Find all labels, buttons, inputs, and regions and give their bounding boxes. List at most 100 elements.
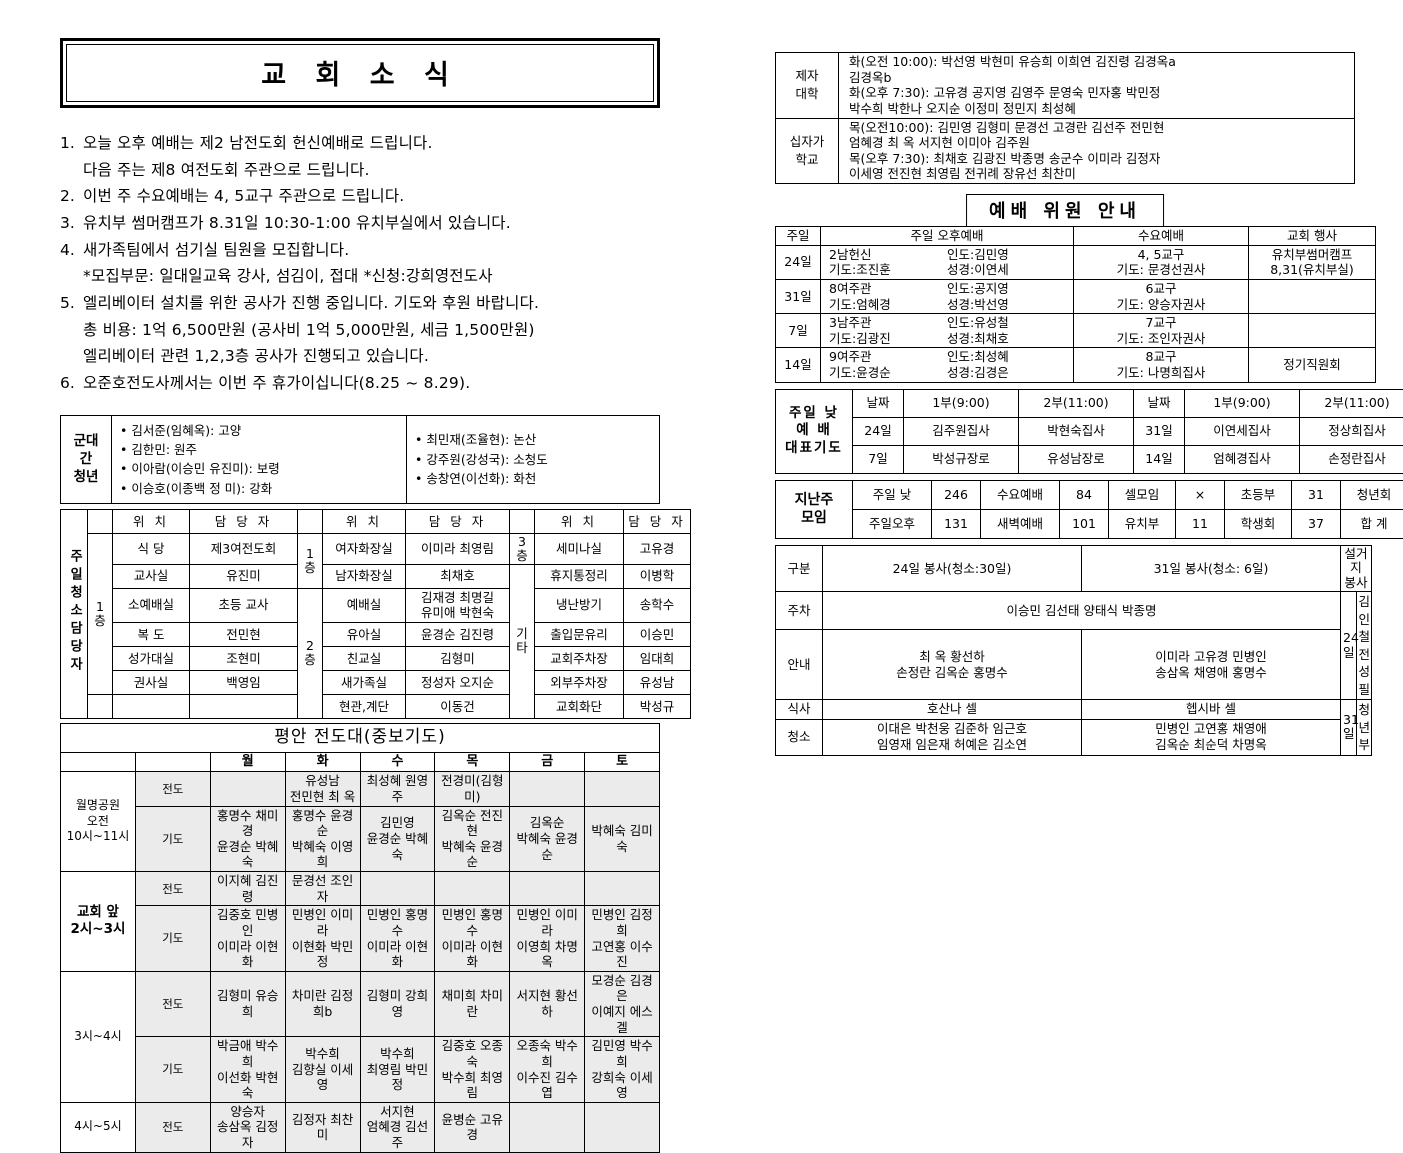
evangelism-cell xyxy=(510,872,585,906)
evangelism-cell: 문경선 조인자 xyxy=(285,872,360,906)
evangelism-cell: 김형미 유승희 xyxy=(210,971,285,1037)
rep-prayer-cell: 24일 xyxy=(853,417,904,445)
notice-text: 오늘 오후 예배는 제2 남전도회 헌신예배로 드립니다. xyxy=(83,130,660,157)
day-header: 금 xyxy=(510,753,585,772)
notice-text: 엘리베이터 설치를 위한 공사가 진행 중입니다. 기도와 후원 바랍니다. xyxy=(83,290,660,317)
cleaning-person: 이병학 xyxy=(624,564,691,588)
col-header: 1부(9:00) xyxy=(1185,389,1300,417)
col-header-person: 담 당 자 xyxy=(190,510,298,534)
cleaning-location: 권사실 xyxy=(113,670,190,694)
rep-prayer-cell: 7일 xyxy=(853,445,904,473)
service-category: 안내 xyxy=(776,630,823,700)
military-left-names: • 김서준(임혜옥): 고양• 김한민: 원주• 이아람(이승민 유진미): 보… xyxy=(112,415,407,504)
sunday-group: 9여주관 xyxy=(829,349,947,365)
cleaning-person: 제3여전도회 xyxy=(190,534,298,565)
evangelism-cell xyxy=(585,1102,660,1152)
cleaning-location: 친교실 xyxy=(323,646,406,670)
cleaning-person: 조현미 xyxy=(190,646,298,670)
committee-title: 예배 위원 안내 xyxy=(966,194,1164,227)
day-header: 토 xyxy=(585,753,660,772)
blank-cell xyxy=(61,753,136,772)
cleaning-location: 교회주차장 xyxy=(535,646,624,670)
committee-date: 14일 xyxy=(776,348,821,382)
col-header: 2부(11:00) xyxy=(1019,389,1134,417)
col-header: 날짜 xyxy=(853,389,904,417)
col-header-location: 위 치 xyxy=(113,510,190,534)
rep-prayer-cell: 이연세집사 xyxy=(1185,417,1300,445)
military-right-names: • 최민재(조율현): 논산• 강주원(강성국): 소청도• 송창연(이선화):… xyxy=(407,415,660,504)
committee-date: 31일 xyxy=(776,279,821,313)
notice-text: 새가족팀에서 섬기실 팀원을 모집합니다. xyxy=(83,237,660,264)
cleaning-person: 이승민 xyxy=(624,622,691,646)
dishwashing-names: 청년부 xyxy=(1356,700,1372,756)
col-header-location: 위 치 xyxy=(323,510,406,534)
blank-cell xyxy=(510,510,535,534)
cleaning-location: 남자화장실 xyxy=(323,564,406,588)
rep-prayer-cell: 31일 xyxy=(1134,417,1185,445)
cleaning-location: 세미나실 xyxy=(535,534,624,565)
stat-value: × xyxy=(1176,480,1225,509)
sunday-group: 2남헌신 xyxy=(829,247,947,263)
cleaning-person: 송학수 xyxy=(624,588,691,622)
stat-label: 유치부 xyxy=(1109,509,1176,538)
evangelism-kind: 기도 xyxy=(135,806,210,872)
service-category: 식사 xyxy=(776,700,823,720)
sunday-leader: 인도:공지영 xyxy=(947,281,1065,297)
col-header-date: 주일 xyxy=(776,227,821,246)
rep-prayer-cell: 엄혜경집사 xyxy=(1185,445,1300,473)
evangelism-cell: 최성혜 원영주 xyxy=(360,772,435,806)
cleaning-person: 유진미 xyxy=(190,564,298,588)
evangelism-cell: 전경미(김형미) xyxy=(435,772,510,806)
cleaning-person: 고유경 xyxy=(624,534,691,565)
col-header-week2: 31일 봉사(청소: 6일) xyxy=(1082,545,1341,591)
evangelism-kind: 전도 xyxy=(135,1102,210,1152)
committee-event xyxy=(1249,314,1376,348)
col-header-event: 교회 행사 xyxy=(1249,227,1376,246)
cleaning-location: 휴지통정리 xyxy=(535,564,624,588)
sunday-group: 8여주관 xyxy=(829,281,947,297)
cleaning-person: 김형미 xyxy=(406,646,510,670)
stat-label: 주일 낮 xyxy=(853,480,932,509)
list-item: 4.새가족팀에서 섬기실 팀원을 모집합니다. xyxy=(60,237,660,264)
cleaning-location: 새가족실 xyxy=(323,670,406,694)
stat-label: 주일오후 xyxy=(853,509,932,538)
notice-number: 3. xyxy=(60,210,83,237)
notice-text: 이번 주 수요예배는 4, 5교구 주관으로 드립니다. xyxy=(83,183,660,210)
rep-prayer-cell: 정상희집사 xyxy=(1300,417,1403,445)
list-item: 1.오늘 오후 예배는 제2 남전도회 헌신예배로 드립니다. xyxy=(60,130,660,157)
bulletin-page: 교 회 소 식 1.오늘 오후 예배는 제2 남전도회 헌신예배로 드립니다.다… xyxy=(0,0,1403,992)
sunday-prayer: 기도:조진훈 xyxy=(829,262,947,278)
notice-number: 6. xyxy=(60,370,83,397)
sunday-prayer: 기도:엄혜경 xyxy=(829,297,947,313)
col-header-location: 위 치 xyxy=(535,510,624,534)
